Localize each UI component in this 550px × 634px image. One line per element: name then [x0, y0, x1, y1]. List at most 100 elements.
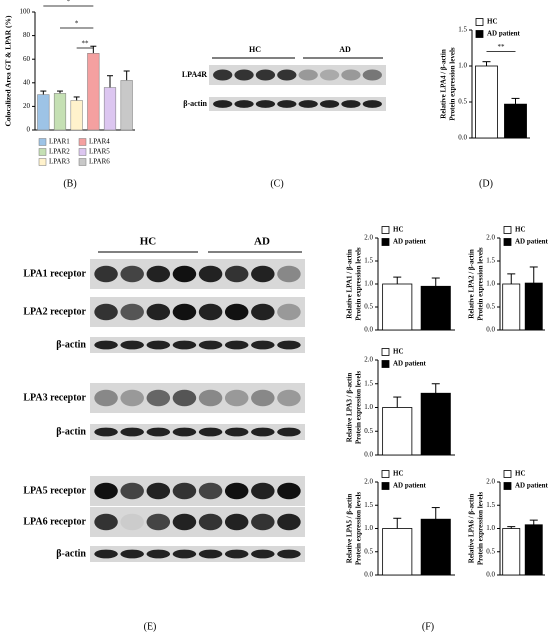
- legend-label: LPAR5: [89, 148, 110, 156]
- blot-band: [172, 389, 197, 407]
- error-bar: [529, 519, 538, 525]
- legend-swatch: [381, 470, 390, 478]
- blot-band: [172, 303, 197, 321]
- blot-row-label: β-actin: [56, 548, 86, 559]
- blot-band: [251, 389, 275, 407]
- y-axis-label: Protein expression levels: [477, 492, 485, 566]
- legend-label: HC: [515, 226, 526, 234]
- error-bar: [123, 70, 130, 81]
- panel-label: (E): [144, 621, 157, 632]
- blot-band: [224, 303, 249, 321]
- blot-row-label: LPA1 receptor: [23, 268, 86, 279]
- y-tick-label: 1.5: [458, 26, 467, 34]
- bar: [420, 392, 451, 456]
- blot-band: [277, 513, 301, 531]
- y-tick-label: 0.5: [364, 303, 373, 311]
- blot-band: [120, 265, 144, 283]
- legend-label: HC: [393, 348, 404, 356]
- blot-band: [172, 265, 197, 283]
- legend-swatch: [38, 148, 47, 156]
- legend-swatch: [381, 360, 390, 368]
- blot-band: [94, 427, 118, 437]
- blot-band: [251, 513, 275, 531]
- blot-band: [277, 340, 301, 350]
- legend-label: LPAR3: [49, 158, 70, 166]
- blot-band: [198, 389, 223, 407]
- legend-label: LPAR6: [89, 158, 110, 166]
- y-axis-label: Relative LPA4 / β-actin: [440, 49, 448, 119]
- blot-band: [146, 513, 171, 531]
- y-tick-label: 1.0: [486, 280, 495, 288]
- blot-band: [120, 427, 144, 437]
- y-tick-label: 0.0: [364, 451, 373, 459]
- group-label: HC: [140, 236, 157, 248]
- panel-label: (B): [63, 178, 76, 189]
- bar: [37, 94, 50, 131]
- blot-band: [146, 482, 171, 500]
- group-label: HC: [249, 45, 261, 54]
- legend-swatch: [78, 138, 87, 146]
- y-axis-label: Colocalized Area GT & LPAR (%): [4, 15, 13, 127]
- blot-band: [120, 340, 144, 350]
- y-tick-label: 80: [23, 31, 31, 39]
- blot-band: [198, 549, 223, 559]
- legend-swatch: [475, 18, 484, 26]
- y-tick-label: 0.5: [364, 547, 373, 555]
- legend-swatch: [78, 158, 87, 166]
- bar: [103, 87, 117, 131]
- y-tick-label: 1.5: [486, 257, 495, 265]
- significance-label: *: [67, 0, 71, 6]
- blot-band: [120, 549, 144, 559]
- error-bar: [393, 276, 402, 284]
- blot-band: [224, 389, 249, 407]
- legend-swatch: [503, 226, 512, 234]
- legend-label: HC: [515, 470, 526, 478]
- blot-band: [234, 100, 254, 108]
- legend-label: AD patient: [393, 482, 427, 490]
- blot-band: [277, 100, 297, 108]
- legend-label: LPAR2: [49, 148, 70, 156]
- blot-band: [198, 303, 223, 321]
- blot-band: [277, 69, 297, 81]
- legend-swatch: [381, 238, 390, 246]
- legend-swatch: [475, 30, 484, 38]
- blot-band: [146, 389, 171, 407]
- blot-band: [172, 482, 197, 500]
- group-label: AD: [339, 45, 351, 54]
- y-tick-label: 1.0: [486, 524, 495, 532]
- blot-band: [319, 100, 340, 108]
- bar: [382, 528, 413, 576]
- legend-swatch: [38, 138, 47, 146]
- blot-band: [224, 513, 249, 531]
- error-bar: [431, 383, 440, 394]
- blot-band: [172, 340, 197, 350]
- error-bar: [393, 396, 402, 408]
- blot-row-label: β-actin: [56, 339, 86, 350]
- y-axis-label: Protein expression levels: [477, 247, 485, 321]
- bar: [504, 103, 527, 139]
- blot-band: [362, 100, 382, 108]
- legend-label: AD patient: [515, 238, 549, 246]
- y-tick-label: 1.0: [364, 280, 373, 288]
- error-bar: [40, 90, 47, 95]
- y-tick-label: 2.0: [364, 356, 373, 364]
- blot-strip: [90, 337, 305, 353]
- legend-label: AD patient: [393, 360, 427, 368]
- legend-swatch: [78, 148, 87, 156]
- error-bar: [431, 277, 440, 287]
- blot-band: [146, 340, 171, 350]
- blot-band: [120, 303, 144, 321]
- error-bar: [529, 266, 538, 284]
- blot-band: [198, 340, 223, 350]
- blot-band: [94, 482, 118, 500]
- y-axis-label: Relative LPA1 / β-actin: [346, 249, 354, 319]
- y-tick-label: 2.0: [486, 478, 495, 486]
- error-bar: [90, 45, 97, 54]
- y-tick-label: 1.5: [364, 379, 373, 387]
- y-tick-label: 1.5: [364, 501, 373, 509]
- blot-row-label: LPA4R: [182, 70, 207, 79]
- blot-band: [277, 549, 301, 559]
- y-tick-label: 0.5: [486, 303, 495, 311]
- y-axis-label: Relative LPA3 / β-actin: [346, 373, 354, 443]
